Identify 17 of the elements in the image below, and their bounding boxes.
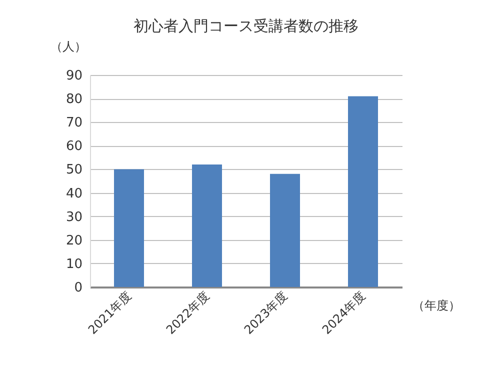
bar: [348, 96, 378, 287]
y-tick-label: 30: [66, 210, 82, 225]
y-tick-label: 90: [66, 68, 82, 84]
bar: [114, 169, 144, 287]
y-tick-label: 10: [66, 256, 82, 272]
y-tick-label: 80: [66, 92, 82, 108]
bar: [270, 174, 300, 287]
y-tick-label: 60: [66, 139, 82, 154]
y-axis-title: （人）: [50, 40, 86, 54]
chart-title: 初心者入門コース受講者数の推移: [134, 17, 358, 35]
y-tick-label: 50: [66, 162, 82, 178]
bar: [192, 164, 222, 287]
x-axis-title: （年度）: [412, 298, 460, 312]
y-tick-label: 0: [74, 280, 82, 296]
y-tick-label: 20: [66, 233, 82, 248]
y-tick-label: 70: [66, 116, 82, 131]
y-tick-label: 40: [66, 186, 82, 202]
